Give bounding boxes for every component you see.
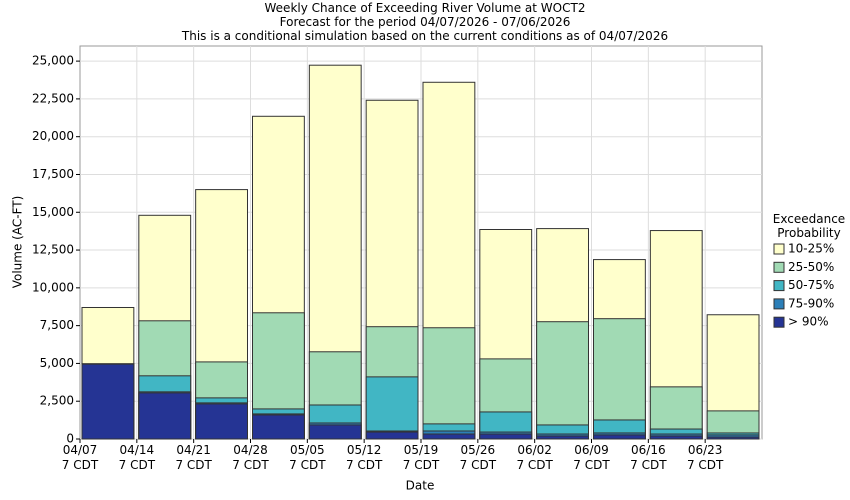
x-tick-label: 04/28 7 CDT bbox=[232, 443, 269, 472]
legend-swatch bbox=[773, 261, 785, 273]
y-tick-label: 7,500 bbox=[40, 318, 74, 332]
bar bbox=[593, 434, 646, 440]
y-tick-label: 17,500 bbox=[32, 167, 74, 181]
x-tick-label: 06/16 7 CDT bbox=[630, 443, 667, 472]
x-tick-label: 06/23 7 CDT bbox=[686, 443, 724, 472]
bar bbox=[252, 414, 305, 440]
x-tick-label: 05/19 7 CDT bbox=[402, 443, 440, 472]
bar bbox=[422, 433, 476, 440]
chart-title: Weekly Chance of Exceeding River Volume … bbox=[264, 1, 586, 15]
chart-subtitle: Forecast for the period 04/07/2026 - 07/… bbox=[279, 15, 571, 29]
x-tick-label: 05/26 7 CDT bbox=[459, 443, 497, 472]
bar bbox=[479, 433, 533, 440]
y-tick-label: 20,000 bbox=[32, 129, 74, 143]
y-tick-label: 10,000 bbox=[32, 280, 74, 294]
x-tick-label: 06/09 7 CDT bbox=[573, 443, 610, 472]
x-axis-label: Date bbox=[406, 479, 435, 493]
x-tick-label: 05/12 7 CDT bbox=[345, 443, 383, 472]
legend-swatch bbox=[773, 298, 785, 310]
x-tick-label: 04/21 7 CDT bbox=[175, 443, 212, 472]
legend-swatch bbox=[773, 243, 785, 255]
bar bbox=[593, 318, 646, 440]
y-tick-label: 12,500 bbox=[32, 243, 74, 257]
legend-label: 25-50% bbox=[788, 260, 834, 274]
y-tick-label: 25,000 bbox=[32, 54, 74, 68]
legend-title: Exceedance Probability bbox=[772, 212, 846, 240]
bar bbox=[706, 436, 760, 440]
y-tick-label: 0 bbox=[66, 432, 74, 446]
bar bbox=[536, 321, 590, 440]
bar bbox=[308, 424, 362, 440]
bar bbox=[195, 403, 249, 440]
bar bbox=[536, 435, 590, 440]
x-tick-label: 05/05 7 CDT bbox=[289, 443, 326, 472]
x-tick-label: 04/07 7 CDT bbox=[61, 443, 99, 472]
bar bbox=[365, 431, 419, 440]
y-tick-label: 5,000 bbox=[40, 356, 74, 370]
bar bbox=[649, 435, 703, 440]
legend-swatch bbox=[773, 280, 785, 292]
y-axis-label: Volume (AC-FT) bbox=[11, 196, 25, 289]
legend-swatch bbox=[773, 316, 785, 328]
y-tick-label: 22,500 bbox=[32, 91, 74, 105]
legend-label: 10-25% bbox=[788, 242, 834, 256]
bar bbox=[138, 392, 192, 440]
y-tick-label: 15,000 bbox=[32, 205, 74, 219]
legend-label: 75-90% bbox=[788, 296, 834, 310]
x-tick-label: 06/02 7 CDT bbox=[516, 443, 553, 472]
bar bbox=[81, 363, 135, 440]
chart-subtitle: This is a conditional simulation based o… bbox=[181, 29, 669, 43]
x-tick-label: 04/14 7 CDT bbox=[118, 443, 156, 472]
legend-label: > 90% bbox=[788, 315, 829, 329]
y-tick-label: 2,500 bbox=[40, 394, 74, 408]
bar bbox=[365, 376, 419, 440]
bar bbox=[422, 327, 476, 440]
legend-label: 50-75% bbox=[788, 278, 834, 292]
